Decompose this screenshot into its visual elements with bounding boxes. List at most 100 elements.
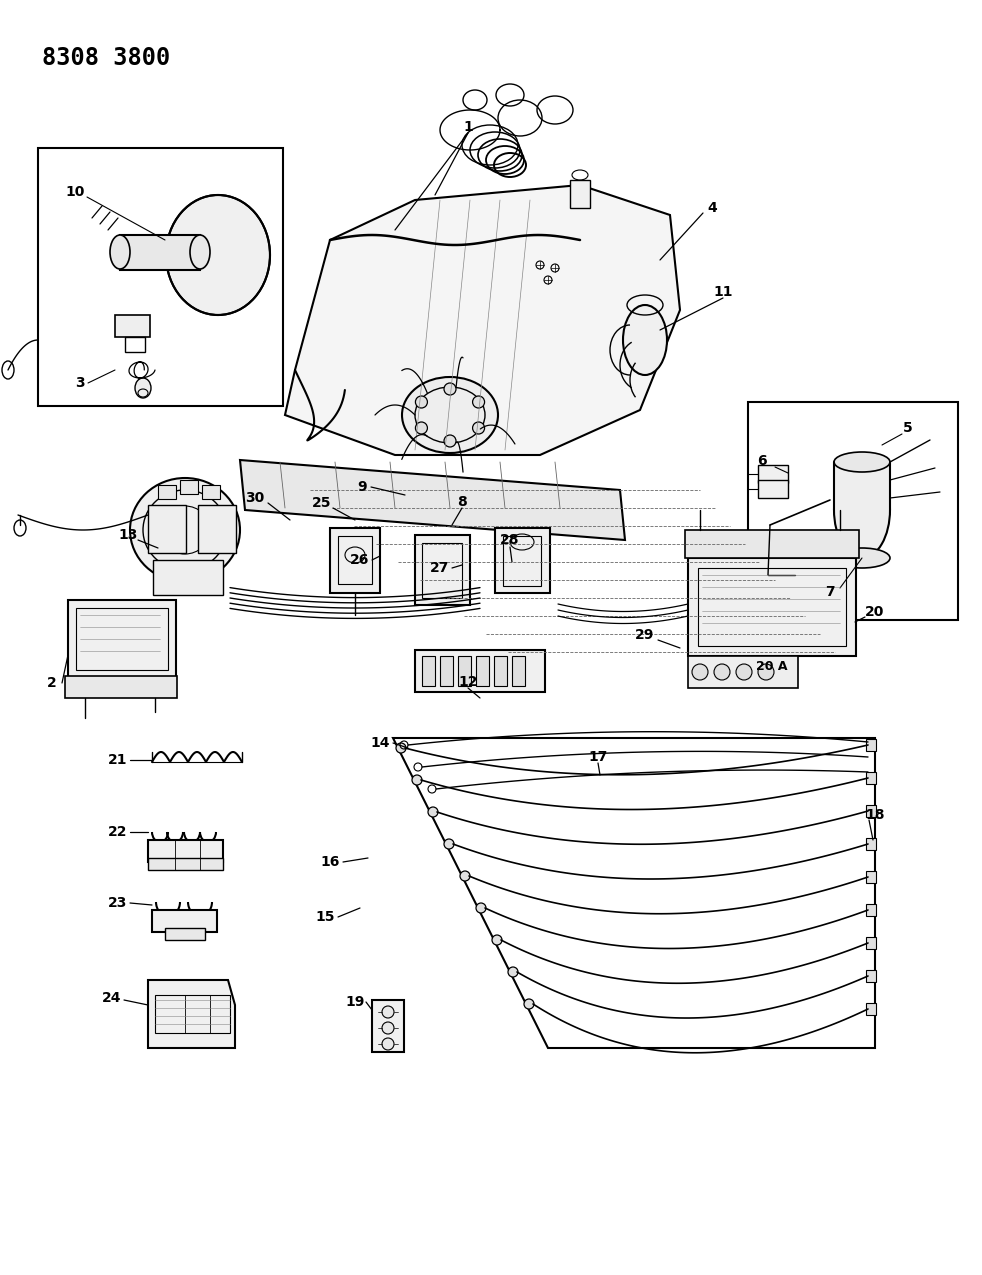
- Ellipse shape: [472, 422, 484, 434]
- Text: 29: 29: [635, 629, 655, 643]
- Bar: [866, 1003, 876, 1015]
- Bar: [153, 560, 223, 595]
- Bar: [148, 505, 186, 553]
- Bar: [570, 180, 590, 208]
- Bar: [748, 402, 958, 620]
- Bar: [685, 530, 859, 558]
- Text: 14: 14: [370, 736, 390, 750]
- Text: 10: 10: [66, 185, 84, 199]
- Ellipse shape: [444, 435, 456, 448]
- Ellipse shape: [476, 903, 486, 913]
- Text: 6: 6: [757, 454, 767, 468]
- Text: 4: 4: [707, 201, 717, 215]
- Bar: [495, 528, 550, 593]
- Bar: [476, 657, 489, 686]
- Bar: [338, 536, 372, 584]
- Bar: [866, 871, 876, 884]
- Bar: [698, 567, 846, 646]
- Bar: [866, 904, 876, 915]
- Bar: [494, 657, 507, 686]
- Bar: [503, 536, 541, 586]
- Text: 28: 28: [500, 533, 519, 547]
- Bar: [440, 657, 453, 686]
- Polygon shape: [285, 185, 680, 455]
- Text: 19: 19: [346, 994, 364, 1009]
- Bar: [125, 337, 145, 352]
- Ellipse shape: [190, 235, 210, 269]
- Bar: [834, 462, 890, 510]
- Ellipse shape: [382, 1006, 394, 1017]
- Text: 8308 3800: 8308 3800: [42, 46, 170, 70]
- Ellipse shape: [623, 305, 667, 375]
- Text: 9: 9: [357, 479, 367, 493]
- Bar: [866, 838, 876, 850]
- Bar: [866, 740, 876, 751]
- Text: 23: 23: [108, 896, 128, 910]
- Ellipse shape: [166, 195, 270, 315]
- Bar: [866, 970, 876, 982]
- Text: 21: 21: [108, 754, 128, 768]
- Ellipse shape: [110, 235, 130, 269]
- Bar: [415, 536, 470, 606]
- Text: 22: 22: [108, 825, 128, 839]
- Ellipse shape: [444, 382, 456, 395]
- Ellipse shape: [714, 664, 730, 680]
- Ellipse shape: [834, 453, 890, 472]
- Ellipse shape: [492, 935, 502, 945]
- Ellipse shape: [382, 1038, 394, 1051]
- Bar: [68, 601, 176, 678]
- Text: 20 A: 20 A: [756, 659, 788, 672]
- Ellipse shape: [428, 807, 438, 817]
- Bar: [866, 805, 876, 817]
- Text: 8: 8: [458, 495, 466, 509]
- Bar: [688, 657, 798, 688]
- Text: 25: 25: [312, 496, 332, 510]
- Text: 1: 1: [464, 120, 473, 134]
- Ellipse shape: [692, 664, 708, 680]
- Bar: [512, 657, 525, 686]
- Ellipse shape: [736, 664, 752, 680]
- Bar: [165, 928, 205, 940]
- Bar: [76, 608, 168, 669]
- Text: 17: 17: [588, 750, 608, 764]
- Ellipse shape: [524, 1000, 534, 1009]
- Text: 7: 7: [825, 585, 835, 599]
- Text: 24: 24: [102, 991, 122, 1005]
- Ellipse shape: [472, 397, 484, 408]
- Ellipse shape: [402, 377, 498, 453]
- Polygon shape: [240, 460, 625, 541]
- Bar: [422, 543, 462, 598]
- Bar: [198, 505, 236, 553]
- Bar: [152, 910, 217, 932]
- Ellipse shape: [382, 1023, 394, 1034]
- Bar: [65, 676, 177, 697]
- Bar: [202, 484, 220, 499]
- Ellipse shape: [396, 743, 406, 754]
- Bar: [458, 657, 471, 686]
- Text: 30: 30: [246, 491, 264, 505]
- Ellipse shape: [460, 871, 470, 881]
- Bar: [158, 484, 176, 499]
- Text: 11: 11: [713, 286, 733, 300]
- Text: 27: 27: [430, 561, 450, 575]
- Text: 15: 15: [315, 910, 335, 924]
- Text: 2: 2: [47, 676, 57, 690]
- Ellipse shape: [130, 478, 240, 581]
- Bar: [422, 657, 435, 686]
- Bar: [120, 235, 200, 270]
- Bar: [148, 840, 223, 862]
- Text: 26: 26: [351, 553, 369, 567]
- Bar: [148, 858, 223, 870]
- Text: 20: 20: [865, 606, 885, 618]
- Ellipse shape: [412, 775, 422, 785]
- Ellipse shape: [415, 397, 427, 408]
- Ellipse shape: [508, 966, 518, 977]
- Bar: [866, 771, 876, 784]
- Text: 3: 3: [76, 376, 84, 390]
- Bar: [38, 148, 283, 405]
- Bar: [758, 465, 788, 483]
- Polygon shape: [148, 980, 235, 1048]
- Bar: [115, 315, 150, 337]
- Text: 5: 5: [903, 421, 913, 435]
- Ellipse shape: [758, 664, 774, 680]
